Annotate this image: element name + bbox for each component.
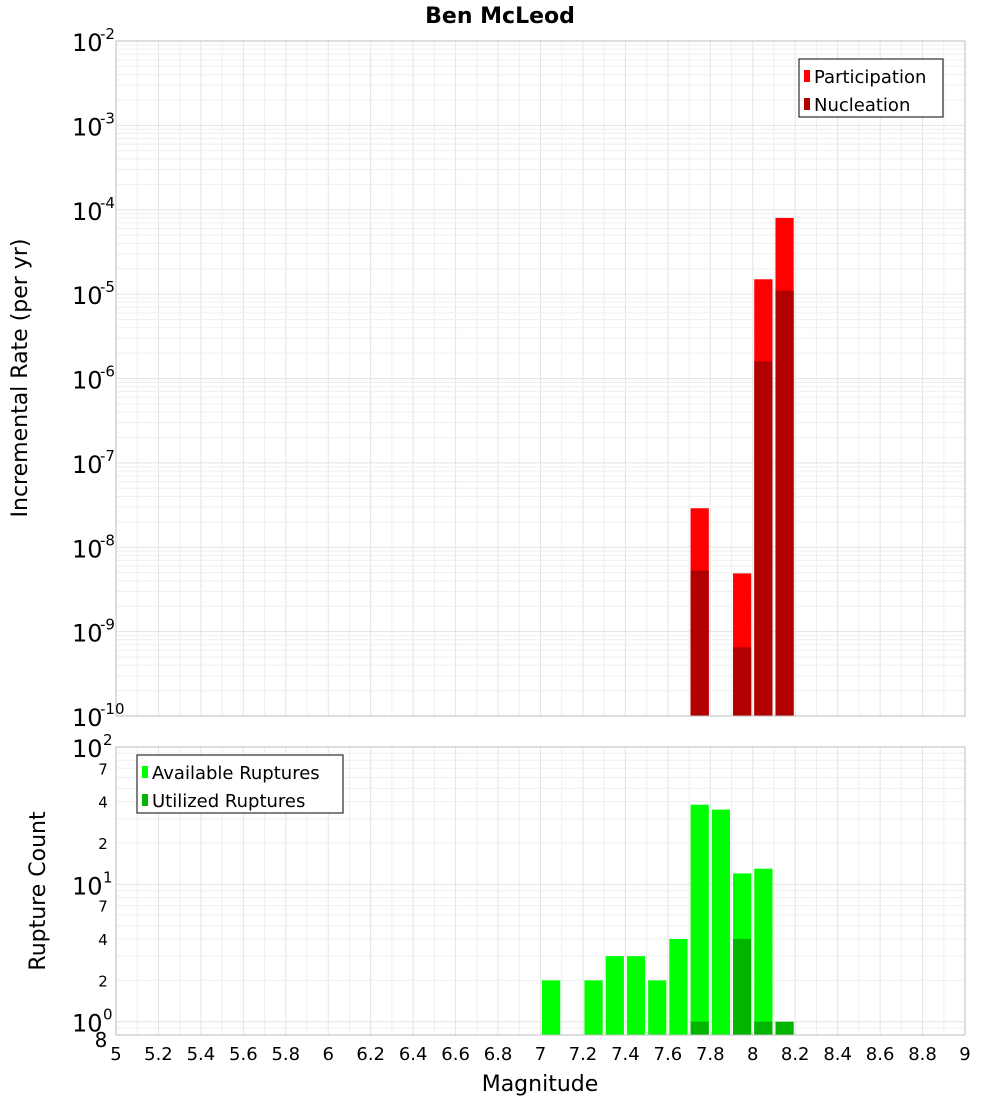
count-y-axis-label: Rupture Count <box>26 811 51 971</box>
x-tick-label: 5.8 <box>271 1044 300 1065</box>
count-y-minor-label: 2 <box>98 972 108 990</box>
x-tick-label: 7.6 <box>654 1044 683 1065</box>
rate-y-tick-exponent: -4 <box>100 194 115 212</box>
nucleation-bar <box>754 361 773 716</box>
x-tick-label: 5.4 <box>187 1044 216 1065</box>
x-tick-label: 6 <box>323 1044 334 1065</box>
x-tick-label: 8.6 <box>866 1044 895 1065</box>
rate-plot-frame <box>115 40 966 717</box>
rate-y-tick-label: 10 <box>72 198 103 226</box>
participation-legend-label: Participation <box>814 67 926 88</box>
x-tick-label: 6.2 <box>356 1044 385 1065</box>
count-y-minor-label: 4 <box>98 931 108 949</box>
legend-box <box>798 58 944 118</box>
rate-y-axis-label: Incremental Rate (per yr) <box>8 239 33 518</box>
rate-y-tick-label: 10 <box>72 704 103 732</box>
count-y-minor-label: 7 <box>98 760 108 778</box>
count-y-tick-exponent: 2 <box>103 731 113 749</box>
nucleation-bar <box>775 290 794 716</box>
rate-y-tick-exponent: -6 <box>100 363 115 381</box>
rate-y-tick-exponent: -9 <box>100 616 115 634</box>
x-tick-label: 5.2 <box>144 1044 173 1065</box>
x-tick-label: 6.6 <box>441 1044 470 1065</box>
count-y-minor-label: 8 <box>95 1028 108 1052</box>
x-axis-label: Magnitude <box>482 1072 599 1097</box>
count-y-minor-label: 2 <box>98 835 108 853</box>
x-tick-label: 7.2 <box>569 1044 598 1065</box>
count-y-tick-label: 10 <box>72 735 103 763</box>
x-tick-label: 8.8 <box>908 1044 937 1065</box>
available-ruptures-bar <box>669 939 688 1035</box>
available-ruptures-bar <box>605 956 624 1035</box>
x-tick-label: 7.8 <box>696 1044 725 1065</box>
utilized-ruptures-legend-label: Utilized Ruptures <box>152 791 305 812</box>
available-ruptures-bar <box>542 980 561 1035</box>
available-ruptures-legend-swatch <box>142 766 148 778</box>
available-ruptures-bar <box>584 980 603 1035</box>
rate-y-tick-label: 10 <box>72 535 103 563</box>
count-y-tick-label: 10 <box>72 872 103 900</box>
count-y-minor-label: 7 <box>98 898 108 916</box>
nucleation-legend-swatch <box>804 98 810 110</box>
rate-y-tick-label: 10 <box>72 29 103 57</box>
available-ruptures-bar <box>626 956 646 1035</box>
x-tick-label: 8.2 <box>781 1044 810 1065</box>
available-ruptures-bar <box>648 980 667 1035</box>
available-ruptures-bar <box>754 868 773 1035</box>
available-ruptures-bar <box>690 804 709 1035</box>
utilized-ruptures-bar <box>775 1021 794 1035</box>
rate-y-tick-exponent: -8 <box>100 531 115 549</box>
count-y-minor-label: 4 <box>98 794 108 812</box>
count-y-tick-exponent: 1 <box>103 868 113 886</box>
legend-box <box>136 754 344 814</box>
count-plot-frame <box>115 746 966 1036</box>
x-tick-label: 5.6 <box>229 1044 258 1065</box>
x-tick-label: 7.4 <box>611 1044 640 1065</box>
rate-y-tick-label: 10 <box>72 620 103 648</box>
rate-y-tick-exponent: -3 <box>100 109 115 127</box>
participation-legend-swatch <box>804 70 810 82</box>
x-tick-label: 9 <box>959 1044 970 1065</box>
utilized-ruptures-legend-swatch <box>142 794 148 806</box>
count-y-tick-exponent: 0 <box>103 1006 113 1024</box>
count-y-tick-label: 10 <box>72 1010 103 1038</box>
rate-y-tick-exponent: -5 <box>100 278 115 296</box>
x-tick-label: 5 <box>110 1044 121 1065</box>
chart-title: Ben McLeod <box>425 4 575 29</box>
rate-y-tick-label: 10 <box>72 282 103 310</box>
x-tick-label: 6.4 <box>399 1044 428 1065</box>
available-ruptures-legend-label: Available Ruptures <box>152 763 320 784</box>
x-tick-label: 7 <box>535 1044 546 1065</box>
x-tick-label: 8 <box>747 1044 758 1065</box>
x-tick-label: 6.8 <box>484 1044 513 1065</box>
utilized-ruptures-bar <box>690 1021 709 1035</box>
utilized-ruptures-bar <box>754 1021 773 1035</box>
rate-y-tick-label: 10 <box>72 367 103 395</box>
rate-y-tick-label: 10 <box>72 451 103 479</box>
rate-y-tick-label: 10 <box>72 113 103 141</box>
nucleation-bar <box>690 570 709 716</box>
available-ruptures-bar <box>711 809 731 1035</box>
x-tick-label: 8.4 <box>823 1044 852 1065</box>
nucleation-bar <box>733 647 752 716</box>
rate-y-tick-exponent: -7 <box>100 447 115 465</box>
rate-y-tick-exponent: -10 <box>100 700 125 718</box>
nucleation-legend-label: Nucleation <box>814 95 910 116</box>
utilized-ruptures-bar <box>733 939 752 1035</box>
rate-y-tick-exponent: -2 <box>100 25 115 43</box>
rate-panel: 10-210-310-410-510-610-710-810-910-10Par… <box>72 25 966 732</box>
